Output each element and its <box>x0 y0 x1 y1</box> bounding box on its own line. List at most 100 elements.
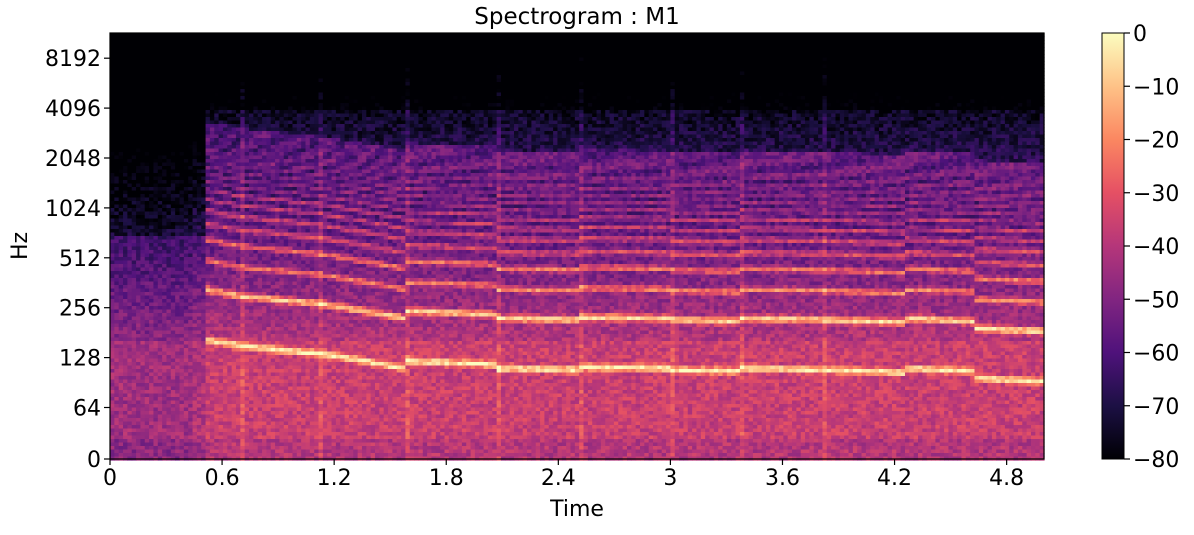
heatmap-cell <box>345 110 350 114</box>
heatmap-cell <box>770 58 775 62</box>
heatmap-cell <box>814 89 819 93</box>
heatmap-cell <box>801 86 806 90</box>
heatmap-cell <box>301 93 306 97</box>
heatmap-cell <box>497 65 502 69</box>
heatmap-cell <box>696 47 701 51</box>
heatmap-cell <box>471 51 476 55</box>
heatmap-cell <box>731 86 736 90</box>
heatmap-cell <box>366 110 371 114</box>
heatmap-cell <box>358 68 363 72</box>
heatmap-cell <box>305 110 310 114</box>
heatmap-cell <box>957 93 962 97</box>
heatmap-cell <box>988 37 993 41</box>
heatmap-cell <box>219 114 224 118</box>
heatmap-cell <box>966 75 971 79</box>
heatmap-cell <box>206 82 211 86</box>
heatmap-cell <box>970 107 975 111</box>
heatmap-cell <box>336 72 341 76</box>
heatmap-cell <box>557 61 562 65</box>
heatmap-cell <box>114 103 119 107</box>
heatmap-cell <box>796 44 801 48</box>
heatmap-cell <box>371 100 376 104</box>
heatmap-cell <box>566 93 571 97</box>
heatmap-cell <box>566 58 571 62</box>
heatmap-cell <box>731 54 736 58</box>
heatmap-cell <box>323 110 328 114</box>
heatmap-cell <box>957 89 962 93</box>
heatmap-cell <box>423 40 428 44</box>
heatmap-cell <box>540 82 545 86</box>
heatmap-cell <box>710 72 715 76</box>
heatmap-cell <box>471 100 476 104</box>
heatmap-cell <box>696 93 701 97</box>
heatmap-cell <box>857 103 862 107</box>
heatmap-cell <box>180 103 185 107</box>
heatmap-cell <box>966 33 971 37</box>
heatmap-cell <box>992 79 997 83</box>
heatmap-cell <box>188 82 193 86</box>
heatmap-cell <box>688 58 693 62</box>
heatmap-cell <box>723 65 728 69</box>
heatmap-cell <box>770 107 775 111</box>
heatmap-cell <box>362 65 367 69</box>
heatmap-cell <box>427 33 432 37</box>
heatmap-cell <box>601 82 606 86</box>
heatmap-cell <box>649 54 654 58</box>
heatmap-cell <box>410 51 415 55</box>
heatmap-cell <box>549 44 554 48</box>
heatmap-cell <box>153 82 158 86</box>
heatmap-cell <box>988 103 993 107</box>
heatmap-cell <box>123 110 128 114</box>
heatmap-cell <box>340 51 345 55</box>
heatmap-cell <box>1009 96 1014 100</box>
heatmap-cell <box>996 51 1001 55</box>
heatmap-cell <box>553 103 558 107</box>
heatmap-cell <box>714 79 719 83</box>
heatmap-cell <box>757 89 762 93</box>
heatmap-cell <box>666 61 671 65</box>
heatmap-cell <box>292 44 297 48</box>
heatmap-cell <box>305 72 310 76</box>
heatmap-cell <box>627 107 632 111</box>
heatmap-cell <box>631 96 636 100</box>
heatmap-cell <box>849 93 854 97</box>
heatmap-cell <box>605 65 610 69</box>
heatmap-cell <box>792 58 797 62</box>
heatmap-cell <box>940 65 945 69</box>
heatmap-cell <box>527 44 532 48</box>
heatmap-cell <box>610 51 615 55</box>
heatmap-cell <box>427 93 432 97</box>
heatmap-cell <box>618 58 623 62</box>
heatmap-cell <box>601 75 606 79</box>
heatmap-cell <box>162 68 167 72</box>
heatmap-cell <box>762 65 767 69</box>
heatmap-cell <box>453 75 458 79</box>
heatmap-cell <box>649 82 654 86</box>
heatmap-cell <box>279 75 284 79</box>
heatmap-cell <box>188 107 193 111</box>
heatmap-cell <box>162 40 167 44</box>
heatmap-cell <box>657 100 662 104</box>
heatmap-cell <box>892 37 897 41</box>
heatmap-cell <box>996 103 1001 107</box>
heatmap-cell <box>870 65 875 69</box>
heatmap-cell <box>818 96 823 100</box>
heatmap-cell <box>275 40 280 44</box>
heatmap-cell <box>927 51 932 55</box>
heatmap-cell <box>801 44 806 48</box>
heatmap-cell <box>136 51 141 55</box>
heatmap-cell <box>966 47 971 51</box>
heatmap-cell <box>866 65 871 69</box>
heatmap-cell <box>510 40 515 44</box>
heatmap-cell <box>818 103 823 107</box>
heatmap-cell <box>423 79 428 83</box>
heatmap-cell <box>805 68 810 72</box>
heatmap-cell <box>597 33 602 37</box>
heatmap-cell <box>536 79 541 83</box>
heatmap-cell <box>718 89 723 93</box>
heatmap-cell <box>514 96 519 100</box>
heatmap-cell <box>831 47 836 51</box>
heatmap-cell <box>405 110 410 114</box>
heatmap-cell <box>240 51 245 55</box>
heatmap-cell <box>540 65 545 69</box>
